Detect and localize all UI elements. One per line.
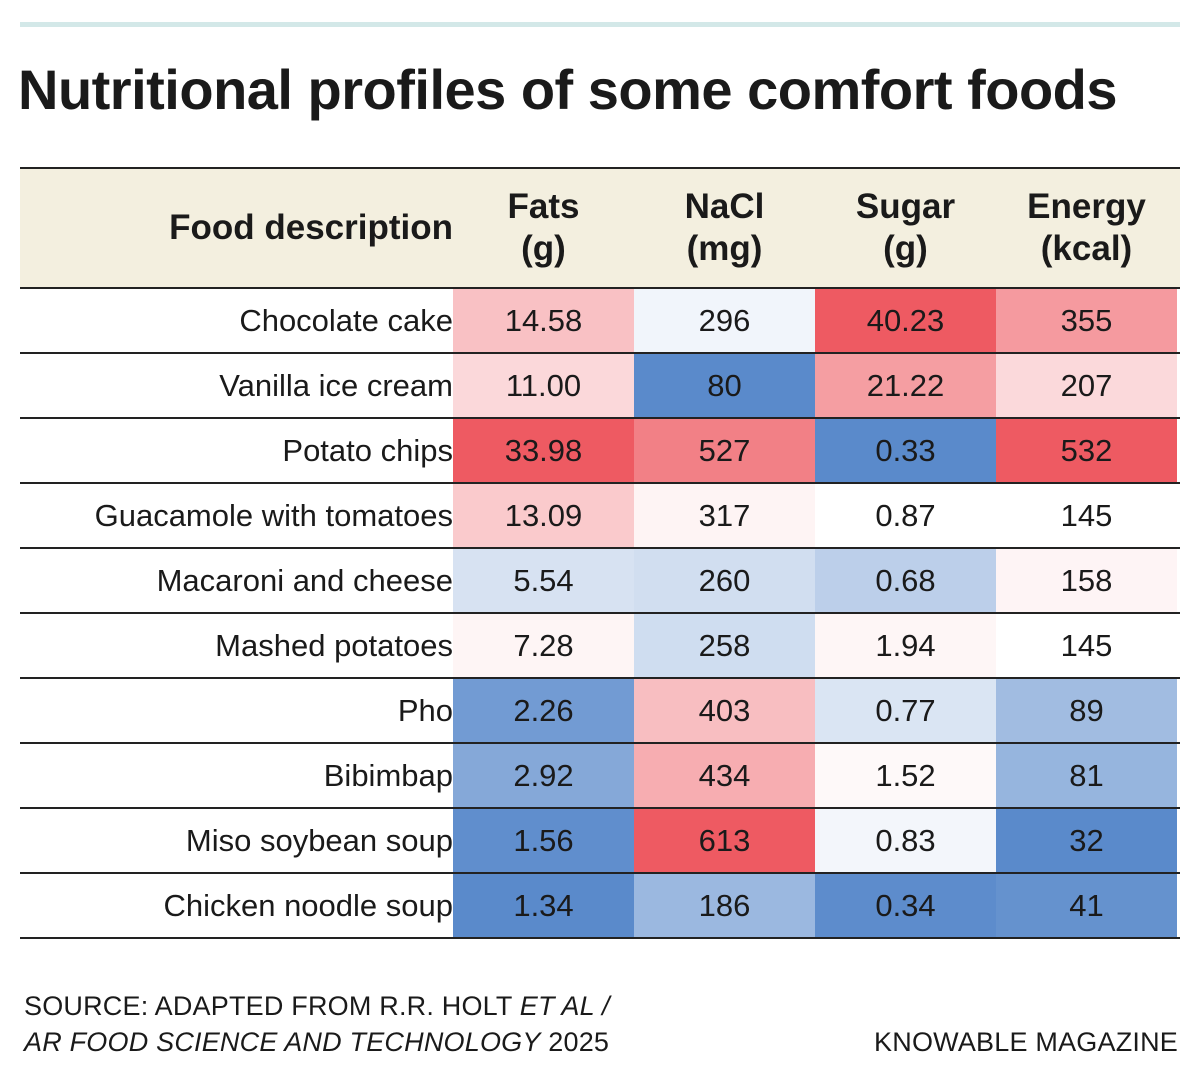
food-description-cell: Pho — [397, 692, 453, 728]
header-food-description: Food description — [169, 208, 453, 247]
food-description-cell: Bibimbap — [323, 757, 453, 793]
fats-value-cell: 14.58 — [453, 289, 634, 352]
nacl-value-cell: 403 — [634, 679, 815, 742]
header-nacl-label: NaCl — [684, 187, 765, 226]
header-energy-unit: (kcal) — [1040, 229, 1133, 268]
table-row: Vanilla ice cream 11.00 80 21.22 207 — [20, 354, 1180, 419]
sugar-value-cell: 40.23 — [815, 289, 996, 352]
sugar-value-cell: 0.77 — [815, 679, 996, 742]
credit: KNOWABLE MAGAZINE — [874, 1027, 1178, 1057]
nacl-value-cell: 260 — [634, 549, 815, 612]
header-sugar-unit: (g) — [883, 229, 928, 268]
header-nacl: NaCl (mg) — [634, 169, 815, 287]
header-energy: Energy (kcal) — [996, 169, 1177, 287]
fats-value-cell: 1.34 — [453, 874, 634, 937]
table-row: Chocolate cake 14.58 296 40.23 355 — [20, 289, 1180, 354]
fats-value-cell: 2.26 — [453, 679, 634, 742]
energy-value-cell: 158 — [996, 549, 1177, 612]
fats-value-cell: 1.56 — [453, 809, 634, 872]
table-row: Mashed potatoes 7.28 258 1.94 145 — [20, 614, 1180, 679]
energy-value-cell: 89 — [996, 679, 1177, 742]
energy-value-cell: 32 — [996, 809, 1177, 872]
fats-value-cell: 7.28 — [453, 614, 634, 677]
sugar-value-cell: 1.94 — [815, 614, 996, 677]
top-rule — [20, 22, 1180, 27]
sugar-value-cell: 0.68 — [815, 549, 996, 612]
nacl-value-cell: 80 — [634, 354, 815, 417]
source-note: SOURCE: ADAPTED FROM R.R. HOLT ET AL / A… — [24, 988, 610, 1060]
sugar-value-cell: 1.52 — [815, 744, 996, 807]
source-line-1-text: SOURCE: ADAPTED FROM R.R. HOLT — [24, 991, 520, 1021]
header-energy-label: Energy — [1027, 187, 1146, 226]
fats-value-cell: 11.00 — [453, 354, 634, 417]
food-description-cell: Chocolate cake — [239, 302, 453, 338]
energy-value-cell: 41 — [996, 874, 1177, 937]
food-description-cell: Mashed potatoes — [215, 627, 453, 663]
table-row: Pho 2.26 403 0.77 89 — [20, 679, 1180, 744]
header-sugar-label: Sugar — [855, 187, 956, 226]
nacl-value-cell: 258 — [634, 614, 815, 677]
fats-value-cell: 5.54 — [453, 549, 634, 612]
energy-value-cell: 355 — [996, 289, 1177, 352]
nacl-value-cell: 186 — [634, 874, 815, 937]
header-fats-label: Fats — [507, 187, 580, 226]
table-row: Miso soybean soup 1.56 613 0.83 32 — [20, 809, 1180, 874]
fats-value-cell: 13.09 — [453, 484, 634, 547]
fats-value-cell: 33.98 — [453, 419, 634, 482]
header-fats: Fats (g) — [453, 169, 634, 287]
food-description-cell: Potato chips — [282, 432, 453, 468]
sugar-value-cell: 0.34 — [815, 874, 996, 937]
food-description-cell: Guacamole with tomatoes — [94, 497, 453, 533]
sugar-value-cell: 0.87 — [815, 484, 996, 547]
source-line-1: SOURCE: ADAPTED FROM R.R. HOLT ET AL / — [24, 988, 610, 1024]
table-body: Chocolate cake 14.58 296 40.23 355 Vanilla ic… — [20, 289, 1180, 939]
source-line-1-italic: ET AL / — [519, 991, 610, 1021]
table-row: Bibimbap 2.92 434 1.52 81 — [20, 744, 1180, 809]
nacl-value-cell: 296 — [634, 289, 815, 352]
sugar-value-cell: 0.33 — [815, 419, 996, 482]
food-description-cell: Vanilla ice cream — [219, 367, 453, 403]
fats-value-cell: 2.92 — [453, 744, 634, 807]
energy-value-cell: 207 — [996, 354, 1177, 417]
header-fats-unit: (g) — [521, 229, 566, 268]
nacl-value-cell: 527 — [634, 419, 815, 482]
source-line-2-text: 2025 — [540, 1027, 610, 1057]
source-line-2-italic: AR FOOD SCIENCE AND TECHNOLOGY — [24, 1027, 541, 1057]
header-nacl-unit: (mg) — [686, 229, 763, 268]
energy-value-cell: 81 — [996, 744, 1177, 807]
source-line-2: AR FOOD SCIENCE AND TECHNOLOGY 2025 — [24, 1024, 610, 1060]
nacl-value-cell: 317 — [634, 484, 815, 547]
food-description-cell: Miso soybean soup — [185, 822, 453, 858]
chart-title: Nutritional profiles of some comfort foo… — [18, 58, 1118, 121]
nacl-value-cell: 613 — [634, 809, 815, 872]
table-row: Guacamole with tomatoes 13.09 317 0.87 145 — [20, 484, 1180, 549]
energy-value-cell: 145 — [996, 484, 1177, 547]
table-row: Chicken noodle soup 1.34 186 0.34 41 — [20, 874, 1180, 939]
sugar-value-cell: 0.83 — [815, 809, 996, 872]
sugar-value-cell: 21.22 — [815, 354, 996, 417]
energy-value-cell: 145 — [996, 614, 1177, 677]
table-header-row: Food description Fats (g) NaCl (mg) Sugar(… — [20, 169, 1180, 289]
header-sugar: Sugar (g) — [815, 169, 996, 287]
nacl-value-cell: 434 — [634, 744, 815, 807]
table-row: Potato chips 33.98 527 0.33 532 — [20, 419, 1180, 484]
food-description-cell: Chicken noodle soup — [163, 887, 453, 923]
table-row: Macaroni and cheese 5.54 260 0.68 158 — [20, 549, 1180, 614]
food-description-cell: Macaroni and cheese — [156, 562, 453, 598]
nutrition-table: Food description Fats (g) NaCl (mg) Sugar(… — [20, 167, 1180, 939]
energy-value-cell: 532 — [996, 419, 1177, 482]
